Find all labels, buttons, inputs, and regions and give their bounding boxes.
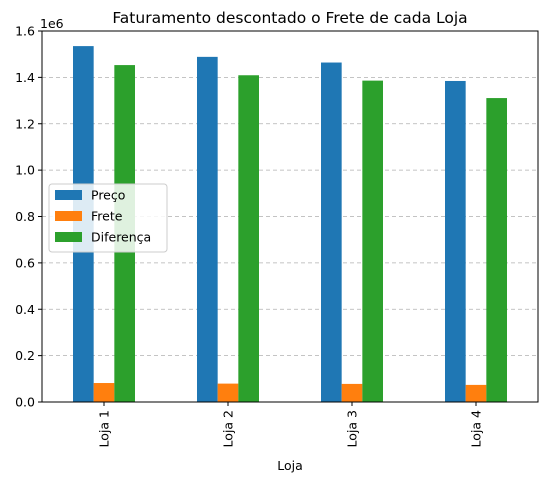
legend-swatch xyxy=(55,232,82,242)
y-axis-offset-label: 1e6 xyxy=(40,16,64,31)
legend-label: Diferença xyxy=(91,230,151,245)
y-axis: 0.0 0.2 0.4 0.6 0.8 1.0 1.2 1.4 1.6 xyxy=(15,24,42,410)
y-tick-label: 0.4 xyxy=(15,302,35,317)
bar xyxy=(197,56,218,402)
x-tick-label: Loja 1 xyxy=(97,410,112,447)
chart-title: Faturamento descontado o Frete de cada L… xyxy=(112,9,467,27)
y-tick-label: 0.0 xyxy=(15,395,35,410)
x-tick-label: Loja 2 xyxy=(221,410,236,447)
y-tick-label: 0.6 xyxy=(15,255,35,270)
x-tick-label: Loja 4 xyxy=(469,410,484,447)
bar xyxy=(465,384,487,402)
legend-swatch xyxy=(55,211,82,221)
bar xyxy=(362,80,383,403)
y-tick-label: 0.8 xyxy=(15,209,35,224)
y-tick-label: 1.2 xyxy=(15,116,35,131)
bar xyxy=(321,62,342,402)
bar xyxy=(217,383,239,402)
legend: Preço Frete Diferença xyxy=(48,183,168,253)
bar xyxy=(341,383,363,402)
legend-swatch xyxy=(55,190,82,200)
y-tick-label: 1.6 xyxy=(15,24,35,39)
legend-label: Preço xyxy=(91,188,125,203)
bar xyxy=(445,80,466,402)
x-axis: Loja 1 Loja 2 Loja 3 Loja 4 xyxy=(97,402,484,447)
bar xyxy=(486,98,507,402)
y-tick-label: 1.4 xyxy=(15,70,35,85)
y-tick-label: 1.0 xyxy=(15,163,35,178)
x-axis-title: Loja xyxy=(277,458,303,473)
bar xyxy=(93,383,115,402)
bar xyxy=(238,75,259,402)
y-tick-label: 0.2 xyxy=(15,348,35,363)
x-tick-label: Loja 3 xyxy=(345,410,360,447)
legend-label: Frete xyxy=(91,209,123,224)
